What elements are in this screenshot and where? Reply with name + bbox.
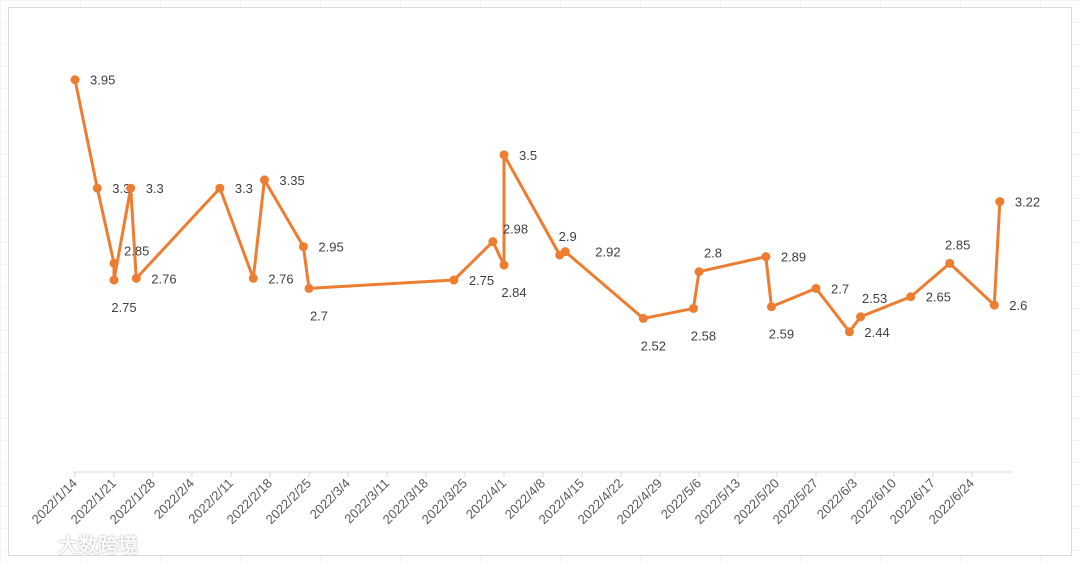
data-label: 2.52: [641, 338, 666, 353]
data-point: [70, 75, 80, 85]
data-point: [488, 237, 498, 247]
data-label: 2.85: [945, 237, 970, 252]
data-point: [109, 258, 119, 268]
x-tick-label: 2022/4/1: [463, 476, 509, 522]
data-point: [259, 175, 269, 185]
data-label: 3.35: [279, 173, 304, 188]
data-label: 3.5: [519, 148, 537, 163]
data-label: 2.44: [864, 325, 889, 340]
data-label: 2.85: [124, 243, 149, 258]
data-label: 3.3: [146, 181, 164, 196]
data-label: 2.76: [151, 271, 176, 286]
data-point: [131, 273, 141, 283]
data-point: [560, 247, 570, 257]
data-label: 2.95: [318, 240, 343, 255]
data-point: [499, 150, 509, 160]
watermark-logo-icon: [9, 532, 50, 554]
data-point: [215, 183, 225, 193]
data-label: 2.75: [111, 300, 136, 315]
data-point: [126, 183, 136, 193]
watermark-text: 大数跨境: [58, 532, 138, 557]
data-point: [989, 300, 999, 310]
data-point: [688, 303, 698, 313]
watermark: 大数跨境: [8, 528, 138, 558]
data-label: 2.89: [781, 250, 806, 265]
data-point: [92, 183, 102, 193]
data-label: 2.7: [831, 281, 849, 296]
data-point: [248, 273, 258, 283]
chart-area: 2022/1/14 2022/1/21 2022/1/28 2022/2/4 2022/…: [8, 7, 1072, 556]
data-label: 3.3: [235, 181, 253, 196]
data-label: 2.76: [268, 271, 293, 286]
data-point: [694, 267, 704, 277]
data-label: 2.98: [503, 222, 528, 237]
data-point: [638, 313, 648, 323]
data-label: 2.84: [501, 285, 526, 300]
data-point: [761, 252, 771, 262]
data-label: 3.3: [112, 181, 130, 196]
data-label: 2.7: [310, 308, 328, 323]
data-point: [304, 283, 314, 293]
line-chart: 2022/1/142022/1/212022/1/282022/2/42022/…: [29, 73, 1041, 527]
data-label: 2.6: [1009, 298, 1027, 313]
data-label: 3.95: [90, 73, 115, 88]
data-point: [844, 327, 854, 337]
data-point: [856, 312, 866, 322]
data-point: [995, 197, 1005, 207]
data-point: [449, 275, 459, 285]
data-point: [109, 275, 119, 285]
data-label: 2.53: [862, 291, 887, 306]
data-label: 2.59: [769, 327, 794, 342]
data-label: 2.9: [559, 229, 577, 244]
data-label: 2.75: [469, 273, 494, 288]
data-label: 2.92: [595, 245, 620, 260]
data-label: 2.8: [704, 246, 722, 261]
data-point: [298, 242, 308, 252]
data-label: 3.22: [1015, 195, 1040, 210]
data-point: [811, 283, 821, 293]
data-label: 2.65: [926, 290, 951, 305]
data-point: [766, 302, 776, 312]
data-point: [906, 292, 916, 302]
data-point: [499, 260, 509, 270]
data-label: 2.58: [691, 328, 716, 343]
data-point: [945, 258, 955, 268]
